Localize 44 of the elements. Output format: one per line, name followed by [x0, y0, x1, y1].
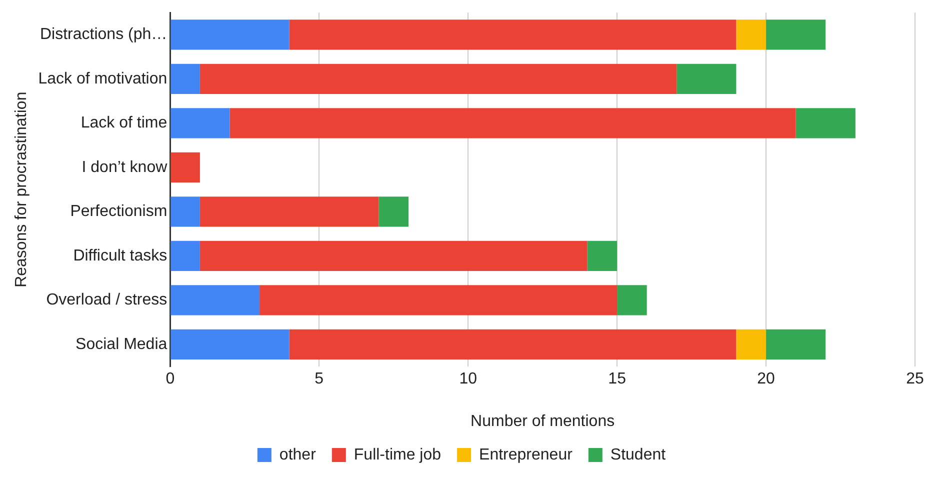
bar — [617, 285, 647, 316]
bar — [766, 329, 826, 360]
bar — [170, 240, 200, 272]
bar — [230, 108, 796, 138]
y-tick-label: Difficult tasks — [73, 247, 168, 264]
bar — [200, 240, 588, 272]
bar — [289, 20, 736, 50]
bar — [378, 196, 409, 227]
bar — [736, 20, 766, 50]
legend-label: other — [279, 446, 317, 464]
legend-label: Full-time job — [354, 446, 442, 464]
y-tick-label: Social Media — [76, 336, 168, 353]
bar — [289, 329, 736, 360]
bar — [676, 64, 736, 94]
x-tick-label: 0 — [166, 370, 175, 388]
y-tick-label: Perfectionism — [70, 203, 168, 220]
y-tick-label: I don’t know — [82, 158, 168, 176]
x-tick-label: 15 — [608, 370, 626, 388]
y-tick-label: Lack of time — [80, 114, 168, 132]
bar — [170, 64, 200, 94]
bar — [170, 329, 290, 360]
y-tick-label: Distractions (ph… — [40, 26, 168, 44]
legend-label: Student — [610, 446, 666, 464]
bar — [260, 285, 618, 316]
x-tick-label: 5 — [314, 370, 324, 388]
bar — [170, 285, 260, 316]
x-tick-label: 20 — [757, 370, 776, 388]
y-tick-label: Lack of motivation — [38, 70, 168, 88]
bar — [170, 20, 290, 50]
bar — [200, 64, 677, 94]
bar — [200, 196, 379, 227]
y-tick-label: Overload / stress — [46, 292, 168, 309]
bar — [796, 108, 856, 138]
legend-label: Entrepreneur — [479, 446, 574, 464]
y-axis-title: Reasons for procrastination — [13, 92, 30, 288]
bar — [736, 329, 766, 360]
x-tick-label: 10 — [459, 370, 478, 388]
bar — [587, 240, 618, 272]
bar — [170, 196, 200, 227]
bar — [170, 108, 230, 138]
bar — [170, 152, 200, 183]
x-axis-title: Number of mentions — [470, 412, 615, 430]
x-tick-label: 25 — [906, 370, 924, 388]
bar — [766, 20, 826, 50]
